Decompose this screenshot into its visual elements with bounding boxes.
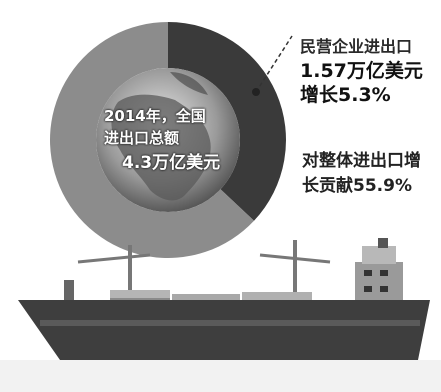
cargo-ship	[0, 238, 441, 392]
container-stack-1-top	[110, 290, 170, 298]
container-stack-2-top	[172, 294, 240, 301]
donut-center-label-year: 2014年，全国	[104, 107, 206, 125]
bridge-window-1	[364, 270, 372, 276]
globe-continent-shape-2	[170, 72, 208, 95]
callout-private-enterprise-growth: 增长5.3%	[300, 84, 391, 106]
bridge-window-2	[380, 270, 388, 276]
callout-private-enterprise-title: 民营企业进出口	[300, 37, 413, 56]
hull-stripe	[40, 320, 420, 326]
ship-bridge-top	[362, 246, 396, 264]
callout-private-enterprise-value: 1.57万亿美元	[300, 60, 423, 82]
container-stack-3-top	[242, 292, 312, 300]
donut-slice-0	[168, 22, 286, 221]
bridge-window-4	[380, 286, 388, 292]
donut-chart	[49, 22, 286, 258]
donut-slice-1	[49, 22, 255, 258]
callout-contribution-line1: 对整体进出口增	[302, 151, 421, 171]
globe-continent-shape	[111, 94, 211, 201]
bridge-window-3	[364, 286, 372, 292]
crane-mast-left	[64, 280, 74, 310]
donut-center-label-desc: 进出口总额	[104, 129, 180, 147]
ship-funnel	[378, 238, 388, 248]
sea-shadow	[0, 360, 441, 392]
callout-leader-dot	[252, 88, 260, 96]
callout-contribution-line2: 长贡献55.9%	[302, 176, 412, 196]
donut-center-total-value: 4.3万亿美元	[122, 153, 221, 173]
callout-leader-line	[255, 35, 293, 93]
ship-hull	[18, 300, 430, 360]
crane-boom-left	[77, 253, 151, 264]
